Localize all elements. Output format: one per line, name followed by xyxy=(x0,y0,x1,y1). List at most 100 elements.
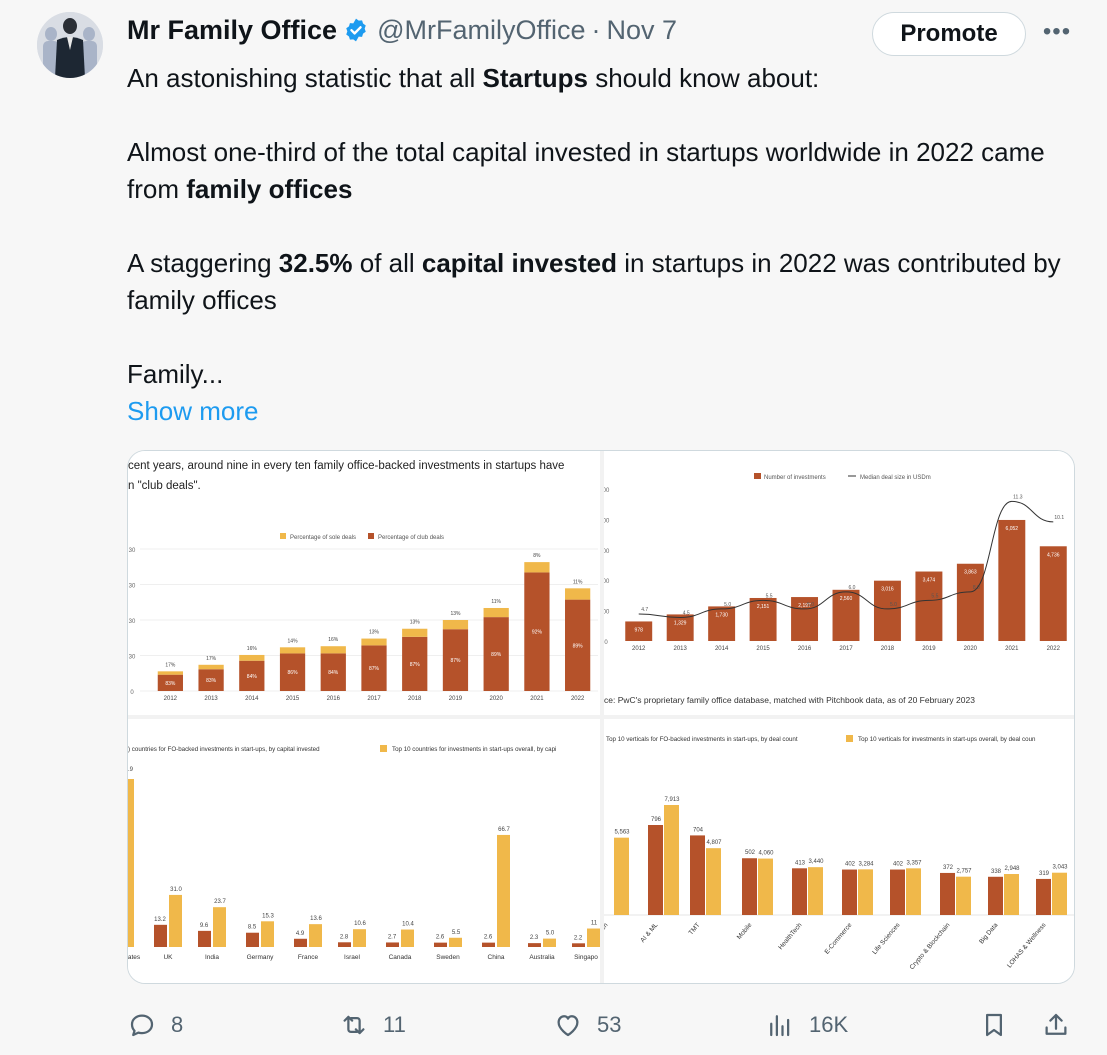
data-label-overall: 23.7 xyxy=(214,899,226,905)
promote-button[interactable]: Promote xyxy=(872,12,1026,56)
views-button[interactable]: 16K xyxy=(765,1005,848,1045)
repost-button[interactable]: 11 xyxy=(339,1005,406,1045)
bar-overall xyxy=(449,937,462,947)
share-icon xyxy=(1045,1013,1067,1035)
media-grid[interactable]: cent years, around nine in every ten fam… xyxy=(127,450,1075,984)
data-label-sole: 17% xyxy=(206,656,217,662)
data-label-sole: 8% xyxy=(533,553,541,559)
data-label-fo: 402 xyxy=(893,862,904,868)
bar-club xyxy=(279,653,306,691)
data-label-fo: 413 xyxy=(795,860,806,866)
x-tick-label: 2018 xyxy=(881,646,895,652)
data-label-sole: 17% xyxy=(165,662,176,668)
x-tick-label: AI & ML xyxy=(639,921,659,944)
data-label-overall: 10.6 xyxy=(354,921,366,927)
show-more-link[interactable]: Show more xyxy=(127,396,259,426)
bar-investments xyxy=(832,589,860,641)
bar-overall xyxy=(1052,872,1067,915)
repost-icon xyxy=(343,1015,365,1035)
y-tick-label: 00 xyxy=(604,518,610,524)
data-label-sole: 11% xyxy=(491,599,501,605)
bar-sole xyxy=(157,671,183,675)
data-label-overall: 66.7 xyxy=(498,827,510,833)
data-label-overall: 10.4 xyxy=(402,922,414,928)
bar-club xyxy=(524,572,550,691)
bar-sole xyxy=(361,638,387,646)
data-label-median: 4.5 xyxy=(683,610,690,616)
like-button[interactable]: 53 xyxy=(553,1005,621,1045)
data-label-fo: 9.6 xyxy=(200,923,209,929)
share-button[interactable] xyxy=(1041,1005,1085,1045)
data-label-fo: 402 xyxy=(845,862,856,868)
like-count: 53 xyxy=(597,1012,622,1037)
data-label-club: 89% xyxy=(491,652,502,658)
bar-sole xyxy=(524,562,550,573)
data-label-fo: 2.2 xyxy=(574,935,583,941)
more-options-icon[interactable]: ••• xyxy=(1042,18,1072,45)
bar-investments xyxy=(708,606,736,641)
avatar[interactable] xyxy=(37,12,103,78)
x-tick-label: 2012 xyxy=(632,646,646,652)
data-label-fo: 13.2 xyxy=(154,917,166,923)
bar-fo xyxy=(690,835,705,915)
bar-overall xyxy=(858,869,873,915)
chart-top-countries[interactable]: ) countries for FO-backed investments in… xyxy=(128,719,600,983)
data-label-investments: 1,730 xyxy=(715,612,728,618)
x-tick-label: 2021 xyxy=(530,696,544,702)
data-label-fo: 8.5 xyxy=(248,925,257,931)
bookmark-button[interactable] xyxy=(979,1005,1023,1045)
x-tick-label: 2016 xyxy=(327,696,341,702)
tweet-date[interactable]: Nov 7 xyxy=(606,14,678,45)
legend-label-overall: Top 10 verticals for investments in star… xyxy=(858,736,1036,743)
data-label-median: 5.0 xyxy=(890,602,897,608)
x-tick-label: 2020 xyxy=(964,646,978,652)
data-label-fo: 2.3 xyxy=(530,935,539,941)
bar-club xyxy=(157,674,183,691)
legend-swatch-overall xyxy=(846,735,853,742)
y-tick-label: 30 xyxy=(129,619,136,625)
bar-overall xyxy=(401,929,414,947)
x-tick-label: India xyxy=(205,954,219,961)
data-label-median: 4.7 xyxy=(641,607,648,613)
x-tick-label: 2022 xyxy=(571,696,585,702)
x-tick-label: Life Sciences xyxy=(871,921,902,956)
y-tick-label: 0 xyxy=(604,640,608,646)
reply-button[interactable]: 8 xyxy=(127,1005,183,1045)
data-label-fo: 2.6 xyxy=(484,935,493,941)
data-label-club: 83% xyxy=(165,681,176,687)
x-tick-label: 2014 xyxy=(715,646,729,652)
data-label-overall: 31.0 xyxy=(170,887,182,893)
bar-sole xyxy=(442,620,469,630)
legend-swatch-count xyxy=(754,473,761,479)
bar-club xyxy=(402,636,428,691)
bar-sole xyxy=(565,588,591,600)
bar-investments xyxy=(1039,546,1067,641)
data-label-club: 84% xyxy=(247,674,258,680)
bar-investments xyxy=(873,580,901,641)
reply-icon xyxy=(130,1014,154,1037)
y-tick-label: 30 xyxy=(129,655,136,661)
data-label-median: 8.0 xyxy=(973,585,980,591)
bar-overall xyxy=(543,938,556,947)
bar-overall xyxy=(213,907,226,947)
data-label-club: 83% xyxy=(206,678,217,684)
bar-sole xyxy=(402,628,428,637)
x-tick-label: 2022 xyxy=(1047,646,1061,652)
x-tick-label: Sweden xyxy=(436,954,460,961)
x-tick-label: 2014 xyxy=(245,696,259,702)
chart-club-deals[interactable]: cent years, around nine in every ten fam… xyxy=(128,451,600,715)
bar-overall xyxy=(497,834,510,947)
chart-top-verticals[interactable]: Top 10 verticals for FO-backed investmen… xyxy=(604,719,1074,983)
data-label-median: 6.0 xyxy=(849,585,856,591)
author-name[interactable]: Mr Family Office xyxy=(127,14,338,45)
data-label-club: 92% xyxy=(532,630,543,636)
data-label-sole: 13% xyxy=(369,630,380,636)
author-handle[interactable]: @MrFamilyOffice xyxy=(377,14,586,45)
data-label-fo: 319 xyxy=(1039,871,1050,877)
chart-investments-count[interactable]: Number of investments Median deal size in… xyxy=(604,451,1074,715)
legend-label-median: Median deal size in USDm xyxy=(860,475,931,481)
data-label-fo: 704 xyxy=(693,827,704,833)
bar-overall xyxy=(587,928,600,947)
bar-fo xyxy=(294,938,307,947)
bar-fo xyxy=(154,924,167,947)
